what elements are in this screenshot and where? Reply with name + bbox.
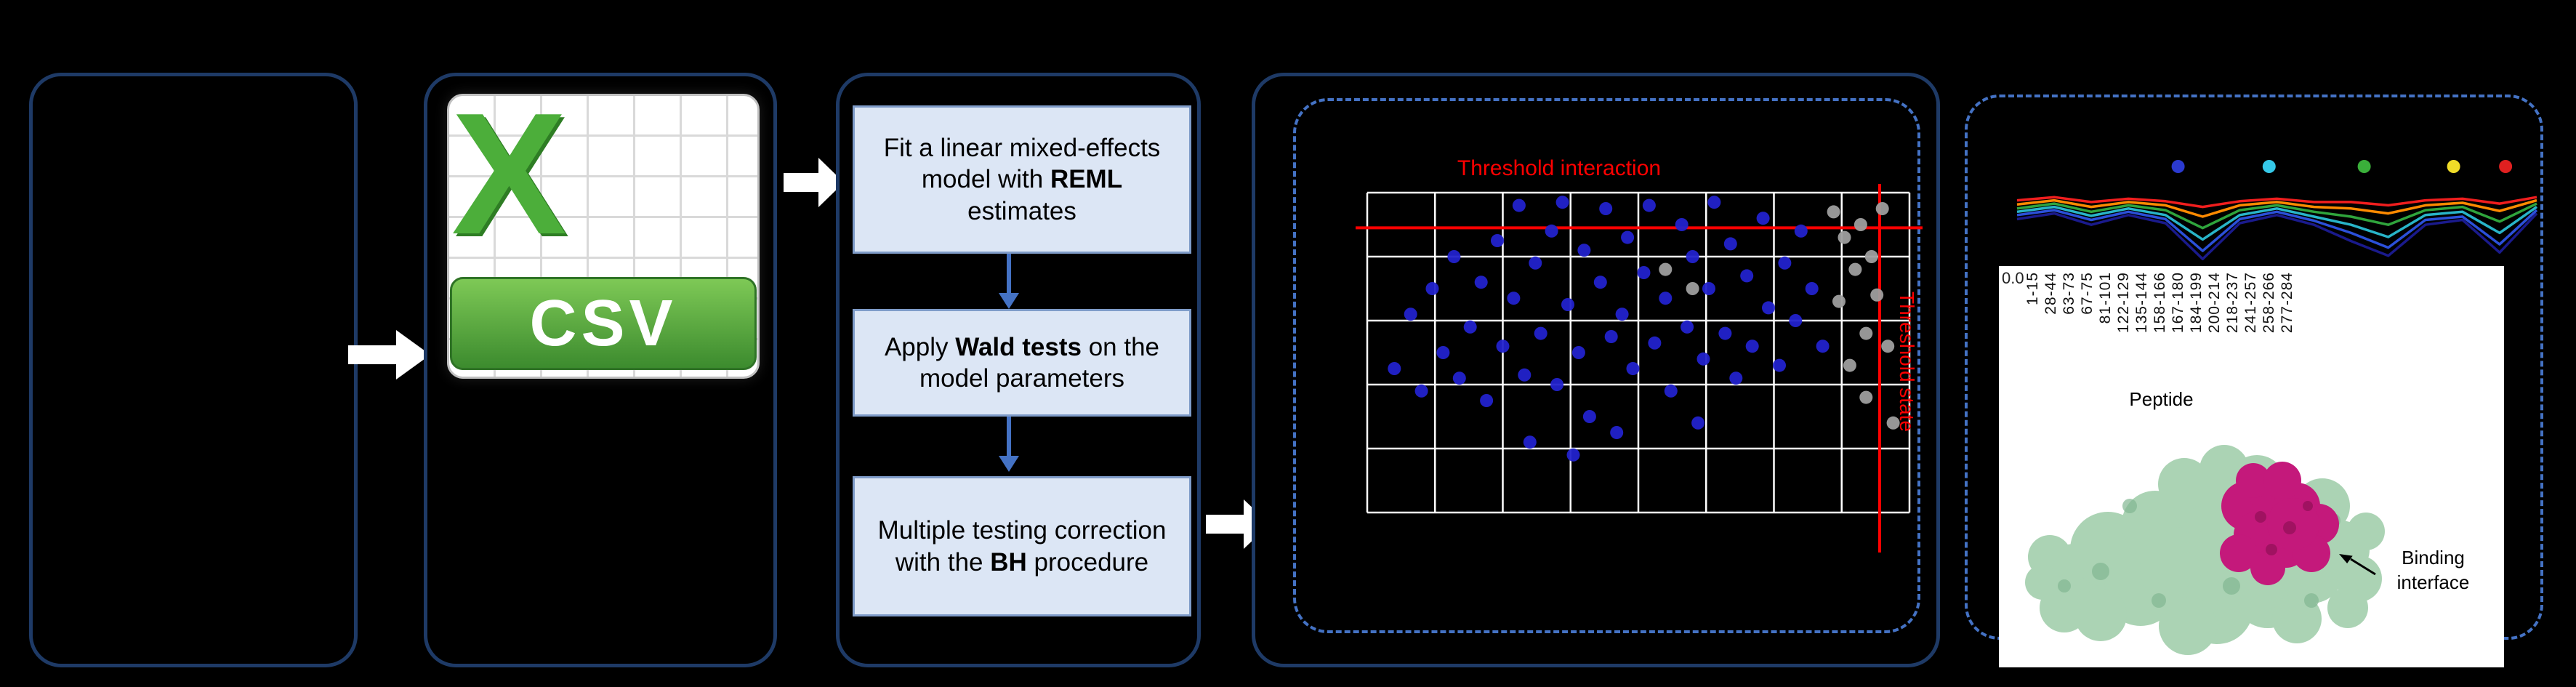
threshold-interaction-label: Threshold interaction [1457,156,1662,180]
step-fit-model-text: Fit a linear mixed-effects model with RE… [883,133,1161,225]
volcano-points-significant [1388,196,1830,462]
peptide-tick-labels: 1-15 28-44 63-73 67-75 81-101 122-129 135-144 1… [2024,272,2295,334]
uptake-line-time-2 [2016,209,2538,252]
binding-arrow-line [2350,558,2376,576]
csv-file-icon: X CSV [447,79,760,379]
peptide-tick-label: 63-73 [2061,272,2077,315]
protein-surface [2025,445,2385,655]
peptide-tick-label: 28-44 [2042,272,2059,315]
peptide-tick-label: 81-101 [2097,272,2114,324]
peptide-tick-label: 241-257 [2242,272,2259,334]
step-bh-correction-text: Multiple testing correction with the BH … [877,516,1167,576]
uptake-line-time-3 [2016,205,2538,241]
protein-structure-image [2025,445,2385,655]
peptide-tick-label: 67-75 [2079,272,2096,315]
uptake-line-time-6 [2016,196,2537,209]
peptide-axis-label: Peptide [2129,388,2194,410]
peptide-tick-label: 200-214 [2206,272,2223,334]
peptide-tick-label: 1-15 [2024,272,2041,306]
step-bh-correction: Multiple testing correction with the BH … [853,476,1191,616]
volcano-points-non-significant [1659,202,1900,430]
uptake-line-time-1 [2016,212,2538,261]
uptake-line-time-4 [2016,202,2537,230]
step-wald-tests: Apply Wald tests on the model parameters [853,309,1191,417]
volcano-plot [1356,184,1923,553]
peptide-tick-label: 158-166 [2152,272,2168,334]
uptake-line-time-5 [2016,198,2537,218]
panel-statistical-workflow: Fit a linear mixed-effects model with RE… [836,73,1201,667]
peptide-tick-label: 135-144 [2133,272,2150,334]
binding-interface-region [2220,462,2339,585]
peptide-tick-label: 122-129 [2115,272,2132,334]
binding-interface-label: Binding interface [2366,546,2500,595]
timepoint-marker-5 [2499,160,2513,173]
uptake-chart [2016,160,2538,261]
step-fit-model: Fit a linear mixed-effects model with RE… [853,105,1191,254]
step-wald-tests-text: Apply Wald tests on the model parameters [884,332,1160,393]
panel-csv-file: X CSV [424,73,777,667]
volcano-grid [1366,191,1911,514]
flow-arrow-2-icon [784,158,844,207]
peptide-tick-label: 184-199 [2188,272,2205,334]
panel-input-data [29,73,358,667]
binding-interface-line2: interface [2396,571,2470,593]
flow-arrow-1-icon [348,330,430,379]
y-axis-zero-label: 0.0 [2002,269,2024,287]
threshold-state-label: Threshold state [1896,292,1918,432]
peptide-tick-label: 277-284 [2279,272,2295,334]
down-arrow-1-icon [999,254,1019,309]
peptide-tick-label: 218-237 [2224,272,2241,334]
binding-arrow-head [2339,554,2353,563]
panel-volcano-plot: Threshold interaction Threshold state [1252,73,1940,667]
down-arrow-2-icon [999,417,1019,472]
peptide-tick-label: 167-180 [2170,272,2186,334]
timepoint-marker-4 [2447,160,2460,173]
csv-banner-label: CSV [450,277,757,370]
timepoint-marker-1 [2171,160,2185,173]
timepoint-marker-3 [2357,160,2371,173]
peptide-tick-label: 258-266 [2261,272,2277,334]
memhdx-screenshot: 0.0 1-15 28-44 63-73 67-75 81-101 122-129 135-… [1999,266,2504,667]
volcano-dashed-frame [1293,98,1920,633]
excel-x-letter: X [451,78,567,270]
timepoint-marker-2 [2262,160,2276,173]
binding-interface-line1: Binding [2402,547,2465,569]
